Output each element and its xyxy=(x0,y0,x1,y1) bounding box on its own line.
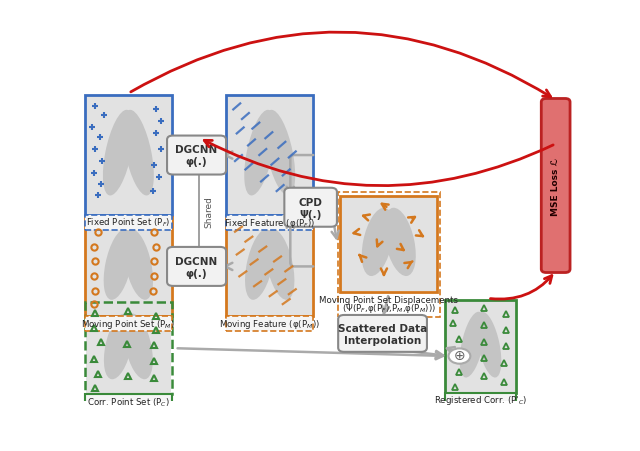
FancyBboxPatch shape xyxy=(284,189,337,227)
Ellipse shape xyxy=(460,312,484,377)
Ellipse shape xyxy=(264,110,295,196)
FancyBboxPatch shape xyxy=(541,99,570,273)
Text: Fixed Point Set (P$_F$): Fixed Point Set (P$_F$) xyxy=(86,216,170,229)
Text: MSE Loss ℒ: MSE Loss ℒ xyxy=(551,157,560,215)
FancyBboxPatch shape xyxy=(85,216,172,230)
Text: Scattered Data: Scattered Data xyxy=(338,323,427,333)
Text: Ψ(.): Ψ(.) xyxy=(300,209,322,219)
Text: Moving Point Set Displacements: Moving Point Set Displacements xyxy=(319,295,458,304)
Ellipse shape xyxy=(245,230,275,300)
Text: DGCNN: DGCNN xyxy=(175,145,218,155)
Text: Fixed Feature (φ(P$_F$)): Fixed Feature (φ(P$_F$)) xyxy=(224,216,316,229)
Ellipse shape xyxy=(244,110,275,196)
Text: ⊕: ⊕ xyxy=(454,349,465,363)
FancyBboxPatch shape xyxy=(86,97,171,215)
Ellipse shape xyxy=(104,230,133,300)
FancyBboxPatch shape xyxy=(167,136,226,175)
Text: φ(.): φ(.) xyxy=(186,157,207,167)
Text: CPD: CPD xyxy=(299,197,323,207)
Text: φ(.): φ(.) xyxy=(186,268,207,278)
Circle shape xyxy=(449,349,470,364)
FancyBboxPatch shape xyxy=(86,218,171,316)
FancyBboxPatch shape xyxy=(167,248,226,286)
FancyBboxPatch shape xyxy=(85,395,172,409)
FancyBboxPatch shape xyxy=(85,316,172,331)
Text: Registered Corr. (P'$_C$): Registered Corr. (P'$_C$) xyxy=(434,393,527,406)
Ellipse shape xyxy=(123,110,154,196)
Ellipse shape xyxy=(362,208,394,276)
Ellipse shape xyxy=(384,208,416,276)
Text: Moving Feature (φ(P$_M$)): Moving Feature (φ(P$_M$)) xyxy=(220,317,320,330)
Text: (Ψ(P$_F$,φ(P$_F$),P$_M$,φ(P$_M$))): (Ψ(P$_F$,φ(P$_F$),P$_M$,φ(P$_M$))) xyxy=(342,302,436,315)
FancyBboxPatch shape xyxy=(341,197,436,291)
Ellipse shape xyxy=(104,314,133,379)
Ellipse shape xyxy=(124,230,153,300)
FancyBboxPatch shape xyxy=(227,316,313,331)
Text: DGCNN: DGCNN xyxy=(175,256,218,266)
Text: Shared: Shared xyxy=(204,195,213,227)
Text: Interpolation: Interpolation xyxy=(344,335,421,345)
Ellipse shape xyxy=(103,110,134,196)
FancyBboxPatch shape xyxy=(227,218,312,316)
Ellipse shape xyxy=(265,230,294,300)
FancyBboxPatch shape xyxy=(338,315,427,352)
FancyBboxPatch shape xyxy=(445,393,516,407)
Ellipse shape xyxy=(476,312,501,377)
FancyBboxPatch shape xyxy=(445,301,515,392)
Text: Moving Point Set (P$_M$): Moving Point Set (P$_M$) xyxy=(81,317,175,330)
Text: Corr. Point Set (P$_C$): Corr. Point Set (P$_C$) xyxy=(87,395,170,408)
FancyBboxPatch shape xyxy=(227,97,312,215)
Ellipse shape xyxy=(124,314,153,379)
FancyBboxPatch shape xyxy=(86,303,171,394)
FancyBboxPatch shape xyxy=(227,216,313,230)
